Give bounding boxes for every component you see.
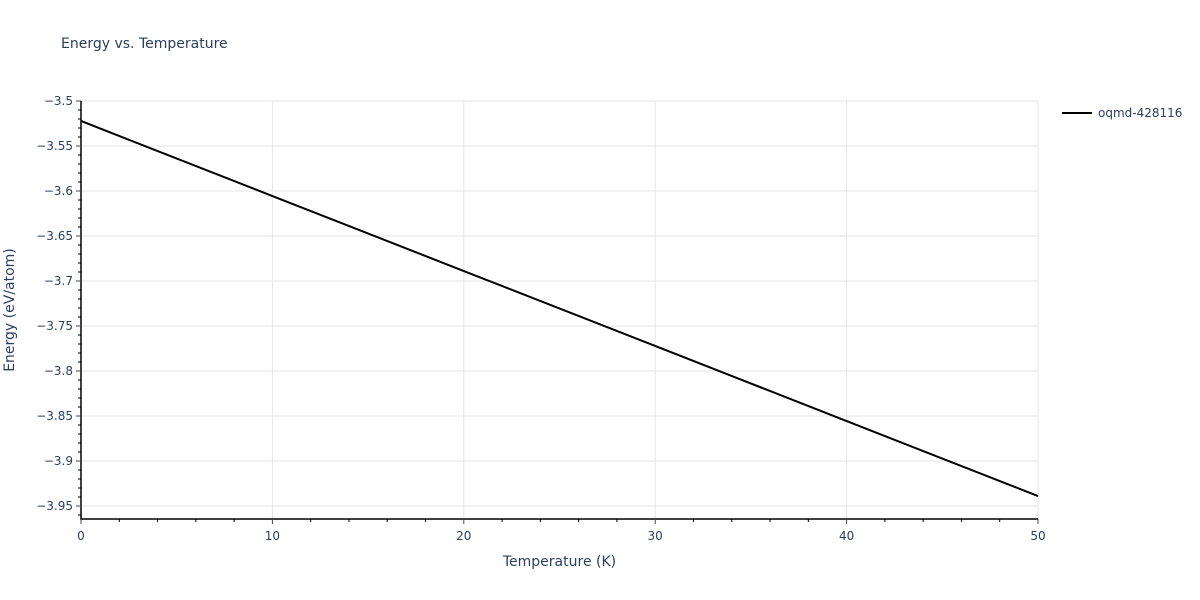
y-tick-label: −3.75: [36, 319, 73, 333]
y-tick-label: −3.8: [44, 364, 73, 378]
y-axis-label: Energy (eV/atom): [2, 248, 18, 372]
y-tick-label: −3.65: [36, 229, 73, 243]
y-tick-label: −3.7: [44, 274, 73, 288]
x-tick-label: 20: [456, 529, 471, 543]
x-tick-label: 0: [77, 529, 85, 543]
series-line[interactable]: [80, 120, 1039, 497]
y-tick-label: −3.55: [36, 139, 73, 153]
chart-title: Energy vs. Temperature: [61, 36, 228, 52]
legend-item[interactable]: oqmd-428116: [1062, 106, 1182, 120]
y-tick-label: −3.9: [44, 454, 73, 468]
y-tick-label: −3.6: [44, 184, 73, 198]
legend-label: oqmd-428116: [1098, 106, 1183, 120]
legend-line-swatch: [1062, 112, 1092, 114]
y-tick-label: −3.95: [36, 499, 73, 513]
x-axis-label: Temperature (K): [502, 554, 617, 570]
x-tick-label: 10: [265, 529, 280, 543]
x-tick-label: 30: [648, 529, 663, 543]
y-tick-label: −3.5: [44, 94, 73, 108]
x-tick-label: 50: [1030, 529, 1045, 543]
x-tick-label: 40: [839, 529, 854, 543]
y-tick-label: −3.85: [36, 409, 73, 423]
